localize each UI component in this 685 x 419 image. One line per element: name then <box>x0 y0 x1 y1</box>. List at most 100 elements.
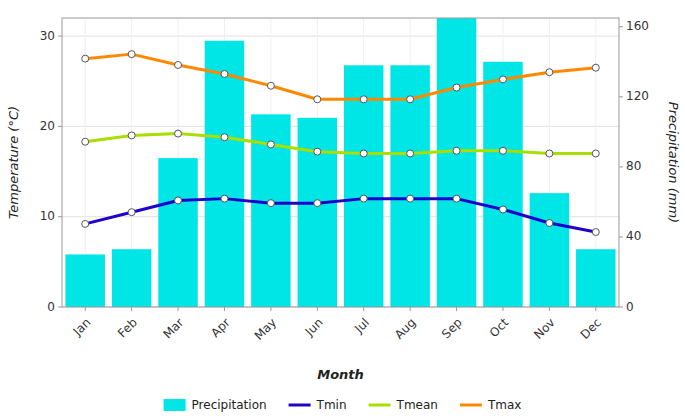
bar <box>158 158 197 307</box>
marker <box>499 147 506 154</box>
tick-label-x: Nov <box>531 315 557 341</box>
grid-line-y <box>62 36 619 37</box>
legend-label: Tmean <box>396 398 438 412</box>
tick-label-y2: 120 <box>626 89 649 103</box>
tick-y <box>58 307 62 308</box>
marker <box>499 206 506 213</box>
marker <box>453 147 460 154</box>
marker <box>314 96 321 103</box>
marker <box>267 141 274 148</box>
bar <box>344 65 383 307</box>
marker <box>221 195 228 202</box>
tick-label-y2: 0 <box>626 300 634 314</box>
marker <box>128 51 135 58</box>
tick-label-x: Apr <box>208 315 233 340</box>
tick-label-x: Aug <box>392 315 418 341</box>
plot-frame <box>62 18 619 307</box>
tick-label-x: Dec <box>578 315 604 341</box>
tick-label-y: 0 <box>47 300 55 314</box>
tick-x <box>270 307 271 311</box>
tick-x <box>131 307 132 311</box>
tick-y2 <box>619 96 623 97</box>
tick-label-y2: 80 <box>626 159 641 173</box>
marker <box>407 150 414 157</box>
marker <box>221 134 228 141</box>
y2-axis-label: Precipitation (mm) <box>666 102 681 223</box>
tick-x <box>85 307 86 311</box>
axis-labels: Month Temperature (°C) Precipitation (mm) <box>6 102 681 382</box>
bar <box>530 193 569 307</box>
grid-line-y <box>62 126 619 127</box>
tick-y2 <box>619 236 623 237</box>
tick-label-x: Feb <box>115 315 140 340</box>
bar <box>437 18 476 307</box>
marker <box>267 82 274 89</box>
marker <box>592 150 599 157</box>
marker <box>453 84 460 91</box>
tick-label-x: Sep <box>439 315 465 341</box>
tick-x <box>502 307 503 311</box>
legend-label: Tmin <box>316 398 347 412</box>
legend-swatch <box>460 404 482 407</box>
tick-label-x: Oct <box>487 315 512 340</box>
tick-x <box>549 307 550 311</box>
tick-x <box>224 307 225 311</box>
legend-label: Precipitation <box>192 398 267 412</box>
bar <box>205 41 244 307</box>
marker <box>314 148 321 155</box>
legend-item: Tmean <box>369 398 438 412</box>
tick-x <box>178 307 179 311</box>
tick-label-y: 10 <box>40 209 55 223</box>
tick-y2 <box>619 307 623 308</box>
line <box>85 134 596 154</box>
marker <box>175 197 182 204</box>
tick-label-x: Jan <box>70 315 94 339</box>
marker <box>82 220 89 227</box>
legend-swatch <box>369 404 391 407</box>
tick-y2 <box>619 26 623 27</box>
marker <box>546 220 553 227</box>
marker <box>175 130 182 137</box>
marker <box>453 195 460 202</box>
tick-x <box>456 307 457 311</box>
tick-label-y: 30 <box>40 29 55 43</box>
tick-x <box>363 307 364 311</box>
line <box>85 54 596 99</box>
marker <box>128 209 135 216</box>
legend-label: Tmax <box>487 398 521 412</box>
tick-x <box>595 307 596 311</box>
tick-label-y2: 160 <box>626 19 649 33</box>
bar <box>112 249 151 307</box>
y-axis-label: Temperature (°C) <box>6 106 21 219</box>
tick-label-x: Jul <box>351 315 372 336</box>
bar <box>483 62 522 307</box>
tick-y <box>58 216 62 217</box>
legend-item: Tmax <box>460 398 521 412</box>
marker <box>546 69 553 76</box>
tick-x <box>410 307 411 311</box>
legend-item: Precipitation <box>164 398 267 412</box>
marker <box>314 200 321 207</box>
marker <box>128 132 135 139</box>
chart: 010203004080120160JanFebMarAprMayJunJulA… <box>0 0 685 419</box>
marks <box>65 18 615 307</box>
marker <box>592 64 599 71</box>
marker <box>407 195 414 202</box>
tick-label-x: May <box>252 315 279 342</box>
bar <box>298 118 337 307</box>
tick-y <box>58 36 62 37</box>
tick-label-y: 20 <box>40 119 55 133</box>
marker <box>407 96 414 103</box>
bar <box>390 65 429 307</box>
marker <box>360 150 367 157</box>
axes: 010203004080120160JanFebMarAprMayJunJulA… <box>40 19 649 343</box>
tick-y <box>58 126 62 127</box>
legend-swatch <box>164 399 186 411</box>
x-axis-label: Month <box>317 367 364 382</box>
tick-label-x: Jun <box>302 315 326 339</box>
marker <box>82 55 89 62</box>
bar <box>576 249 615 307</box>
tick-y2 <box>619 166 623 167</box>
marker <box>267 200 274 207</box>
bar <box>65 254 104 307</box>
